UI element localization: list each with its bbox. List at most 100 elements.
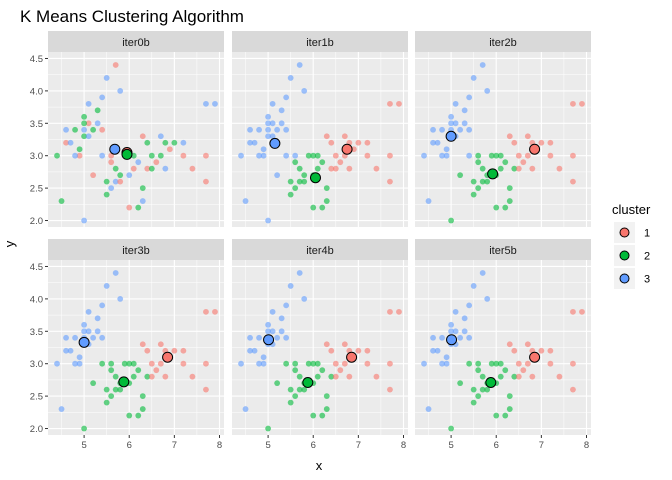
data-point-cluster-2	[287, 178, 294, 185]
data-point-cluster-3	[457, 334, 464, 341]
data-point-cluster-2	[475, 152, 482, 159]
x-axis-label: x	[316, 458, 323, 473]
data-point-cluster-3	[466, 126, 473, 133]
data-point-cluster-3	[296, 270, 303, 276]
data-point-cluster-2	[103, 386, 110, 393]
data-point-cluster-1	[203, 178, 209, 185]
data-point-cluster-1	[341, 360, 348, 367]
centroid-cluster-2	[485, 377, 497, 388]
data-point-cluster-2	[130, 360, 137, 367]
data-point-cluster-2	[319, 367, 326, 374]
data-point-cluster-3	[466, 302, 473, 309]
data-point-cluster-2	[488, 152, 495, 159]
data-point-cluster-3	[443, 152, 450, 159]
data-point-cluster-1	[162, 373, 169, 380]
data-point-cluster-2	[90, 126, 97, 133]
data-point-cluster-2	[497, 165, 504, 172]
x-tick-label: 7	[172, 440, 177, 451]
data-point-cluster-2	[283, 360, 290, 367]
data-point-cluster-3	[461, 120, 468, 127]
data-point-cluster-2	[502, 159, 509, 166]
legend: cluster 1 2 3	[612, 202, 651, 289]
centroid-cluster-1	[529, 351, 541, 363]
data-point-cluster-3	[99, 94, 106, 101]
legend-label-cluster-3: 3	[644, 274, 650, 286]
centroid-cluster-1	[341, 143, 353, 155]
data-point-cluster-1	[570, 386, 576, 393]
data-point-cluster-3	[256, 334, 262, 341]
data-point-cluster-2	[292, 393, 299, 400]
data-point-cluster-1	[108, 159, 115, 166]
data-point-cluster-2	[314, 165, 321, 172]
data-point-cluster-3	[430, 126, 436, 133]
data-point-cluster-3	[63, 347, 69, 354]
data-point-cluster-2	[274, 380, 281, 387]
data-point-cluster-3	[448, 113, 455, 120]
data-point-cluster-2	[112, 373, 119, 380]
data-point-cluster-3	[430, 139, 436, 146]
data-point-cluster-2	[108, 360, 115, 367]
centroid-cluster-3	[263, 334, 275, 346]
data-point-cluster-3	[117, 295, 124, 302]
y-tick-label: 3.5	[30, 327, 43, 338]
data-point-cluster-2	[162, 139, 169, 146]
data-point-cluster-3	[278, 107, 285, 114]
data-point-cluster-2	[301, 386, 308, 393]
data-point-cluster-3	[247, 347, 253, 354]
data-point-cluster-1	[579, 308, 585, 315]
data-point-cluster-1	[323, 341, 330, 348]
centroid-cluster-2	[309, 172, 321, 184]
data-point-cluster-3	[94, 328, 101, 335]
data-point-cluster-2	[310, 152, 317, 159]
data-point-cluster-2	[81, 120, 88, 127]
data-point-cluster-3	[269, 308, 276, 315]
data-point-cluster-3	[94, 315, 101, 322]
data-point-cluster-1	[180, 347, 187, 354]
data-point-cluster-3	[242, 198, 249, 204]
centroid-cluster-2	[302, 377, 314, 388]
data-point-cluster-1	[346, 373, 353, 380]
data-point-cluster-1	[203, 360, 209, 367]
data-point-cluster-3	[72, 152, 78, 159]
data-point-cluster-2	[475, 159, 482, 166]
data-point-cluster-3	[287, 75, 294, 81]
data-point-cluster-3	[67, 347, 74, 354]
data-point-cluster-2	[319, 159, 326, 166]
data-point-cluster-1	[538, 139, 545, 146]
data-point-cluster-3	[283, 302, 290, 309]
data-point-cluster-3	[112, 178, 119, 185]
data-point-cluster-2	[310, 360, 317, 367]
data-point-cluster-2	[301, 178, 308, 185]
data-point-cluster-2	[310, 412, 317, 419]
data-point-cluster-3	[430, 334, 436, 341]
data-point-cluster-1	[506, 341, 513, 348]
data-point-cluster-2	[506, 185, 513, 192]
data-point-cluster-3	[484, 87, 491, 94]
data-point-cluster-3	[63, 334, 69, 341]
data-point-cluster-2	[121, 360, 128, 367]
data-point-cluster-2	[148, 165, 155, 172]
data-point-cluster-1	[355, 139, 362, 146]
chart-title: K Means Clustering Algorithm	[20, 7, 244, 26]
data-point-cluster-3	[443, 146, 450, 153]
data-point-cluster-2	[511, 373, 518, 380]
data-point-cluster-3	[269, 120, 276, 127]
data-point-cluster-1	[524, 133, 531, 140]
data-point-cluster-1	[556, 373, 563, 380]
data-point-cluster-3	[452, 120, 459, 127]
data-point-cluster-1	[364, 152, 371, 159]
x-tick-label: 5	[448, 440, 453, 451]
data-point-cluster-3	[256, 152, 262, 159]
data-point-cluster-2	[292, 185, 299, 192]
y-tick-label: 2.0	[30, 424, 43, 435]
data-point-cluster-3	[135, 159, 142, 166]
data-point-cluster-3	[452, 100, 459, 107]
data-point-cluster-2	[144, 373, 151, 380]
facet-strip-label: iter0b	[122, 37, 150, 49]
data-point-cluster-1	[139, 133, 146, 140]
data-point-cluster-3	[180, 139, 187, 146]
data-point-cluster-1	[515, 360, 522, 367]
data-point-cluster-3	[479, 62, 486, 68]
data-point-cluster-1	[387, 178, 393, 185]
data-point-cluster-3	[466, 334, 473, 341]
